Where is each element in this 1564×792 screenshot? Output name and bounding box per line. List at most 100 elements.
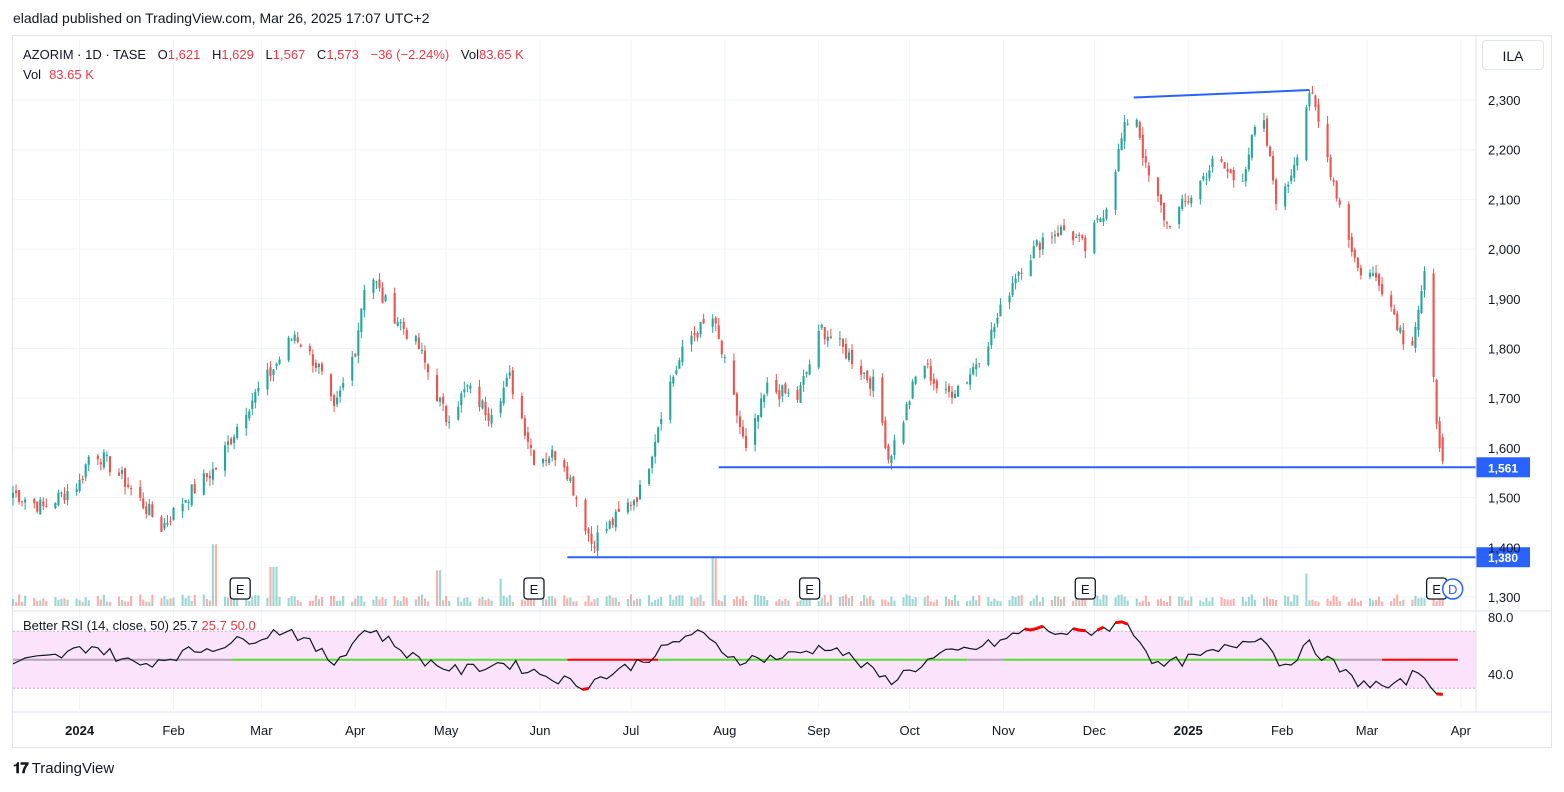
close-label: C — [316, 47, 327, 62]
volume-bar — [629, 594, 632, 606]
volume-bar — [975, 600, 978, 606]
candle-body — [590, 533, 593, 544]
candle-body — [802, 376, 805, 385]
candle-body — [1305, 107, 1308, 161]
volume-bar — [1293, 594, 1296, 606]
candle-body — [1293, 164, 1296, 178]
candle-body — [608, 521, 611, 529]
candle-body — [184, 500, 187, 503]
candle-body — [439, 397, 442, 402]
volume-bar — [1268, 598, 1272, 606]
volume-bar — [741, 596, 745, 606]
candle-body — [393, 293, 396, 324]
candle-body — [1038, 242, 1041, 251]
rsi-extreme-highlight — [1024, 624, 1044, 632]
candle-body — [1211, 158, 1214, 168]
candle-body — [1229, 169, 1232, 174]
candle-body — [1050, 236, 1054, 238]
candle-body — [1335, 181, 1338, 199]
volume-bar — [1102, 594, 1105, 606]
candle-body — [36, 501, 39, 512]
candle-body — [1205, 179, 1208, 181]
candle-body — [1117, 148, 1120, 172]
time-tick-label: May — [434, 723, 459, 738]
candle-body — [1035, 240, 1038, 246]
volume-bar — [396, 600, 399, 606]
volume-bar — [1305, 573, 1308, 606]
candle-body — [1081, 235, 1084, 239]
vol-value: 83.65 K — [478, 47, 524, 62]
volume-bar — [1414, 595, 1417, 606]
volume-bar — [1205, 597, 1208, 606]
volume-bar — [1059, 599, 1063, 606]
volume-bar — [1326, 598, 1329, 606]
candle-body — [990, 329, 993, 346]
candle-body — [1338, 200, 1341, 205]
volume-bar — [932, 602, 935, 606]
candle-body — [117, 472, 121, 476]
volume-bar — [445, 595, 448, 606]
candle-body — [1226, 168, 1229, 172]
candle-body — [1265, 118, 1269, 146]
volume-bar — [184, 598, 187, 606]
candle-body — [887, 445, 890, 460]
volume-bar — [590, 601, 593, 606]
volume-bar — [1220, 597, 1223, 606]
volume-bar — [251, 596, 254, 606]
candle-body — [245, 415, 248, 429]
currency-button[interactable]: ILA — [1482, 40, 1544, 70]
publish-info: eladlad published on TradingView.com, Ma… — [13, 10, 430, 26]
candle-body — [190, 484, 193, 506]
candle-body — [702, 318, 705, 324]
candle-body — [714, 317, 717, 324]
candle-body — [1402, 330, 1405, 345]
candle-body — [1314, 95, 1317, 108]
volume-bar — [99, 599, 102, 606]
candle-body — [923, 365, 926, 378]
candle-body — [693, 333, 696, 335]
candle-body — [1062, 225, 1066, 231]
volume-bar — [275, 567, 278, 606]
candle-body — [1141, 134, 1144, 158]
rsi-extreme-highlight — [1096, 625, 1105, 632]
volume-bar — [457, 597, 460, 606]
volume-bar — [672, 599, 675, 606]
candle-body — [308, 346, 311, 352]
candle-body — [1178, 206, 1181, 225]
volume-bar — [357, 595, 360, 606]
volume-bar — [1053, 596, 1057, 606]
grid — [13, 40, 1476, 710]
earnings-marker — [523, 577, 545, 600]
earnings-marker — [1074, 577, 1096, 600]
volume-bar — [1417, 598, 1420, 606]
volume-bar — [869, 596, 872, 606]
earnings-marker — [229, 577, 251, 600]
volume-bar — [990, 601, 993, 606]
volume-bar — [320, 596, 324, 606]
candle-body — [214, 467, 218, 470]
volume-bar — [1396, 594, 1399, 606]
volume-bar — [57, 599, 60, 606]
volume-bar — [414, 599, 417, 606]
volume-bar — [511, 601, 514, 606]
volume-bar — [1159, 598, 1163, 606]
dividend-marker-label: D — [1448, 582, 1457, 597]
candle-body — [45, 505, 48, 507]
time-tick-label: Apr — [1451, 723, 1472, 738]
candle-body — [1296, 157, 1299, 166]
volume-bar — [42, 598, 45, 606]
candle-body — [1268, 146, 1272, 156]
candle-body — [975, 364, 978, 370]
tradingview-logo[interactable]: 𝟏𝟕 TradingView — [13, 760, 114, 777]
candle-body — [314, 362, 317, 368]
rsi-name[interactable]: Better RSI (14, close, 50) — [23, 618, 169, 633]
volume-bar — [1165, 602, 1169, 606]
symbol-label[interactable]: AZORIM · 1D · TASE — [23, 47, 147, 62]
candle-body — [257, 387, 260, 392]
price-tick-label: 1,900 — [1488, 292, 1521, 307]
volume-bar — [466, 597, 469, 606]
candle-body — [508, 372, 511, 376]
candle-body — [1441, 437, 1444, 462]
